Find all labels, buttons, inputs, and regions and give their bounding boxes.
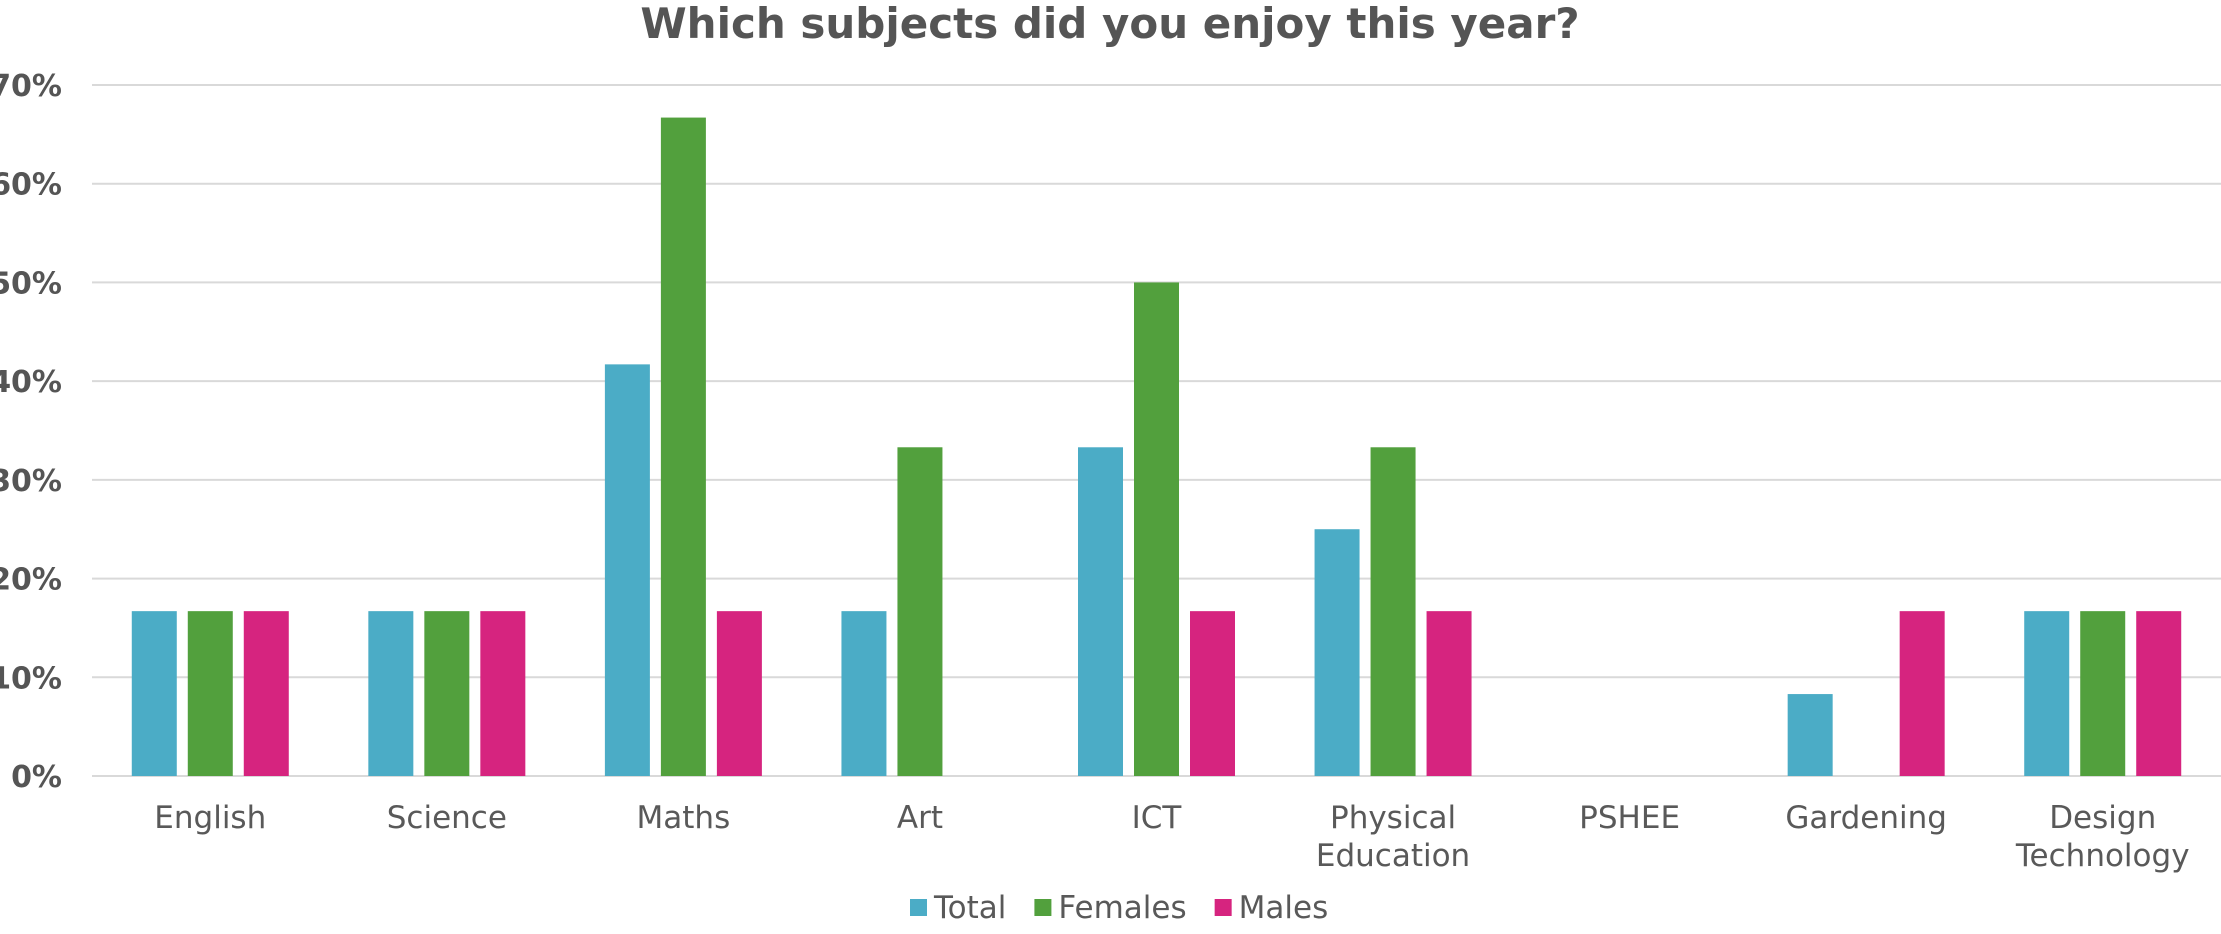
y-tick-label: 0%: [11, 760, 62, 795]
bar-males-8: [2136, 611, 2182, 776]
legend-swatch-total: [910, 899, 927, 916]
x-tick-label: Maths: [637, 800, 731, 836]
x-tick-label-line: Education: [1316, 838, 1470, 874]
x-tick-label-line: Gardening: [1785, 800, 1947, 836]
bar-total-8: [2024, 611, 2070, 776]
bar-total-2: [604, 364, 650, 776]
x-tick-label-line: ICT: [1132, 800, 1183, 836]
bar-males-5: [1426, 611, 1472, 776]
x-tick-label: Design Technology: [2015, 800, 2190, 874]
legend: Total Females Males: [910, 890, 1328, 926]
x-tick-label-line: English: [154, 800, 266, 836]
x-tick-label-line: Art: [897, 800, 943, 836]
x-tick-label: Gardening: [1785, 800, 1947, 836]
bar-females-3: [897, 447, 943, 776]
bar-total-0: [131, 611, 177, 776]
x-tick-label: English: [154, 800, 266, 836]
x-tick-label: ICT: [1132, 800, 1183, 836]
chart-title: Which subjects did you enjoy this year?: [640, 0, 1579, 48]
bars: [131, 117, 2182, 777]
legend-label-males: Males: [1239, 890, 1329, 926]
y-tick-label: 40%: [0, 365, 62, 400]
bar-females-2: [660, 117, 706, 777]
bar-females-1: [424, 611, 470, 776]
bar-total-5: [1314, 529, 1360, 776]
x-tick-label-line: Maths: [637, 800, 731, 836]
bar-males-4: [1190, 611, 1235, 776]
bar-males-7: [1899, 611, 1945, 776]
legend-label-total: Total: [933, 890, 1006, 926]
x-tick-label: PSHEE: [1579, 800, 1680, 836]
bar-females-8: [2080, 611, 2126, 776]
x-tick-label: Art: [897, 800, 943, 836]
bar-total-3: [841, 611, 887, 776]
y-tick-label: 60%: [0, 168, 62, 203]
y-axis-ticks: 0% 10% 20% 30% 40% 50% 60% 70%: [0, 69, 62, 795]
bar-females-0: [187, 611, 233, 776]
x-tick-label-line: Technology: [2015, 838, 2190, 874]
x-tick-label: Physical Education: [1316, 800, 1470, 874]
bar-total-4: [1078, 447, 1123, 776]
x-tick-label: Science: [387, 800, 507, 836]
legend-label-females: Females: [1058, 890, 1186, 926]
x-tick-label-line: Physical: [1330, 800, 1456, 836]
x-tick-label-line: Design: [2049, 800, 2156, 836]
x-axis-ticks: English Science Maths Art ICT Physical Educati…: [154, 800, 2189, 874]
x-tick-label-line: Science: [387, 800, 507, 836]
bar-total-1: [368, 611, 414, 776]
bar-females-5: [1370, 447, 1416, 776]
y-tick-label: 50%: [0, 266, 62, 301]
y-tick-label: 20%: [0, 563, 62, 598]
x-tick-label-line: PSHEE: [1579, 800, 1680, 836]
y-tick-label: 30%: [0, 464, 62, 499]
legend-swatch-males: [1214, 899, 1232, 916]
bar-males-2: [716, 611, 762, 776]
legend-swatch-females: [1034, 899, 1052, 916]
bar-males-1: [480, 611, 526, 776]
bar-total-7: [1787, 694, 1833, 776]
y-tick-label: 70%: [0, 69, 62, 104]
bar-females-4: [1134, 282, 1179, 776]
bar-males-0: [243, 611, 289, 776]
y-tick-label: 10%: [0, 661, 62, 696]
